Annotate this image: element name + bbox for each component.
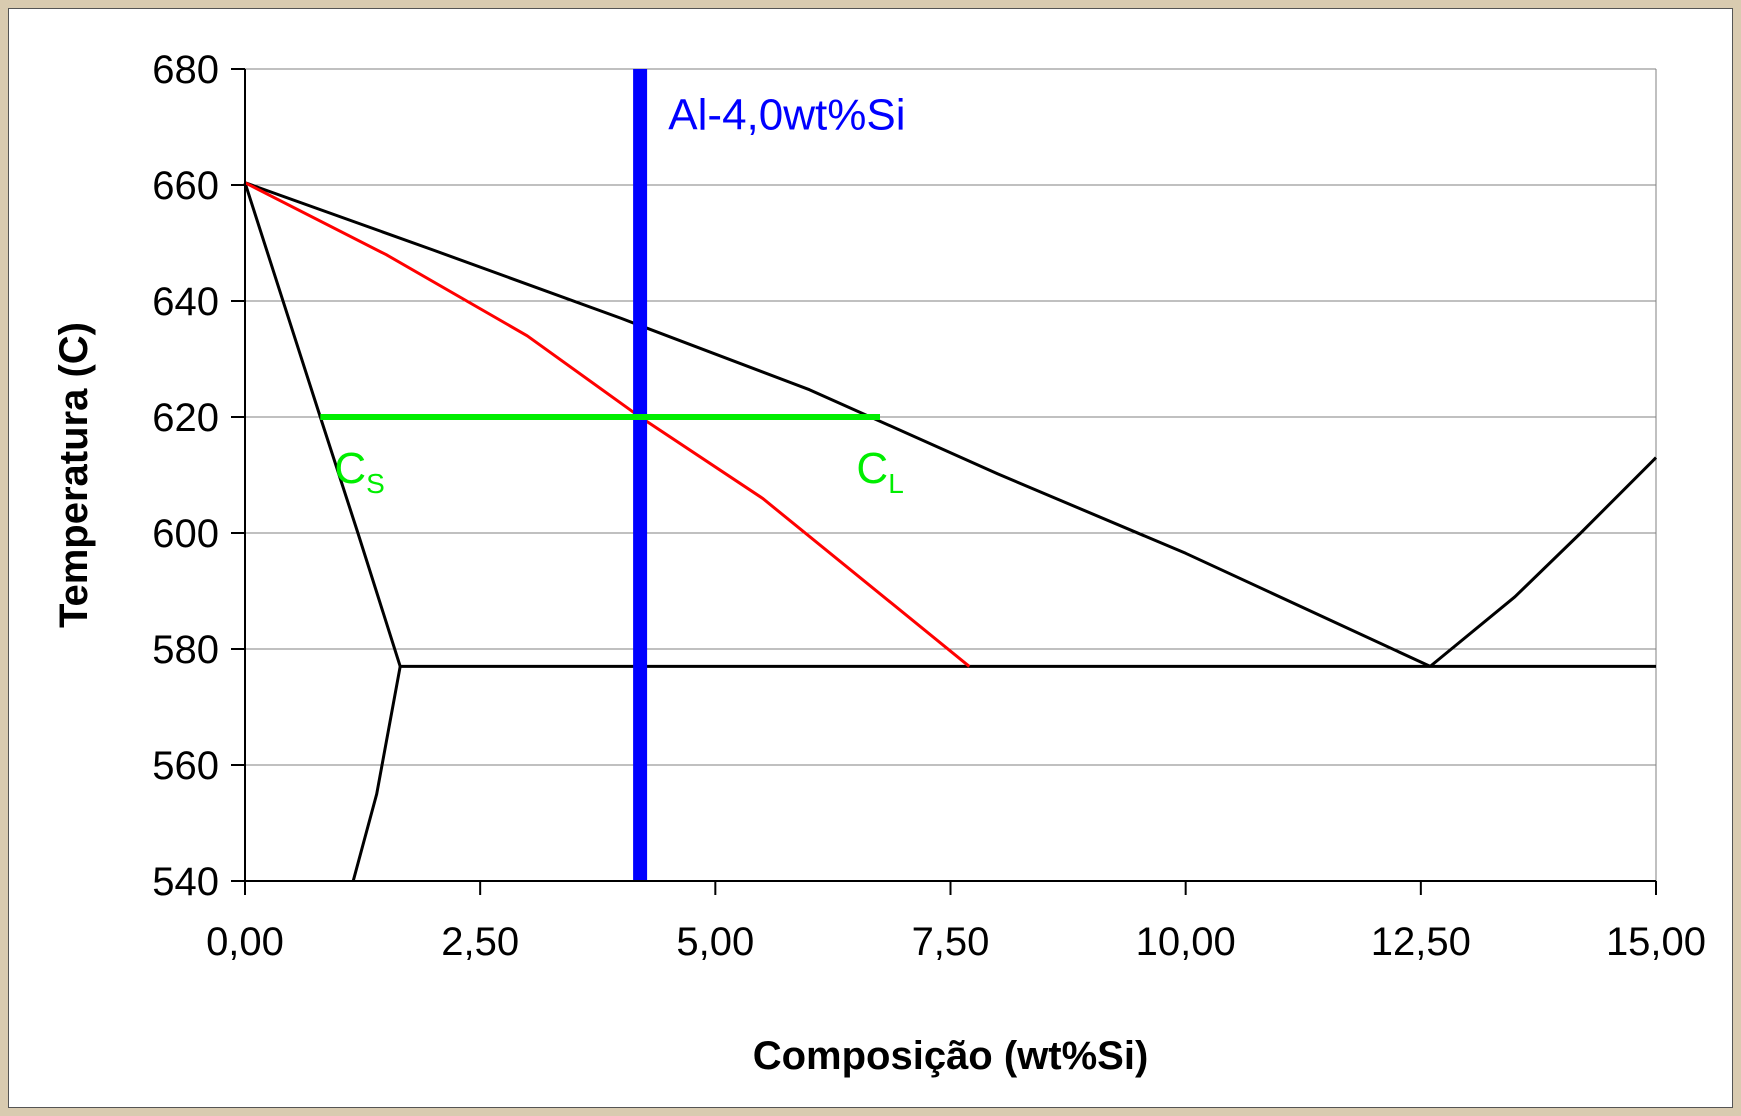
x-tick-label: 12,50 [1371, 920, 1471, 964]
grid-lines [245, 68, 1657, 881]
x-axis-title: Composição (wt%Si) [753, 1034, 1149, 1078]
annotation-cl: CL [856, 444, 903, 499]
y-tick-label: 600 [152, 512, 219, 556]
phase-diagram-chart: 540 560 580 600 620 640 660 680 0,00 2,50 5,00 7,50… [52, 48, 1706, 1078]
x-tick-label: 10,00 [1136, 920, 1236, 964]
y-tick-label: 640 [152, 280, 219, 324]
annotation-subscript: L [888, 468, 904, 499]
y-tick-label: 580 [152, 628, 219, 672]
chart-axes [231, 68, 1657, 895]
y-tick-label: 680 [152, 48, 219, 92]
x-tick-label: 2,50 [441, 920, 519, 964]
annotation-alloy: Al-4,0wt%Si [668, 90, 905, 139]
annotation-cs: CS [334, 444, 384, 499]
x-tick-label: 5,00 [676, 920, 754, 964]
y-tick-label: 620 [152, 396, 219, 440]
chart-frame: 540 560 580 600 620 640 660 680 0,00 2,50 5,00 7,50… [8, 8, 1733, 1108]
y-tick-label: 560 [152, 744, 219, 788]
liquidus-line [244, 181, 1431, 668]
y-axis-title: Temperatura (C) [52, 322, 96, 628]
y-tick-label: 660 [152, 164, 219, 208]
y-tick-label: 540 [152, 860, 219, 904]
chart-series [243, 69, 1658, 882]
x-tick-label: 15,00 [1606, 920, 1706, 964]
chart-annotations: Al-4,0wt%Si CS CL [334, 90, 905, 499]
x-tick-label: 7,50 [912, 920, 990, 964]
annotation-subscript: S [366, 468, 385, 499]
solvus-line [351, 666, 402, 882]
tick-labels: 540 560 580 600 620 640 660 680 0,00 2,50 5,00 7,50… [152, 48, 1706, 964]
solidus-line [243, 182, 402, 667]
x-tick-label: 0,00 [206, 920, 284, 964]
liquidus_si-line [1429, 456, 1658, 668]
red_curve-line [244, 181, 971, 668]
